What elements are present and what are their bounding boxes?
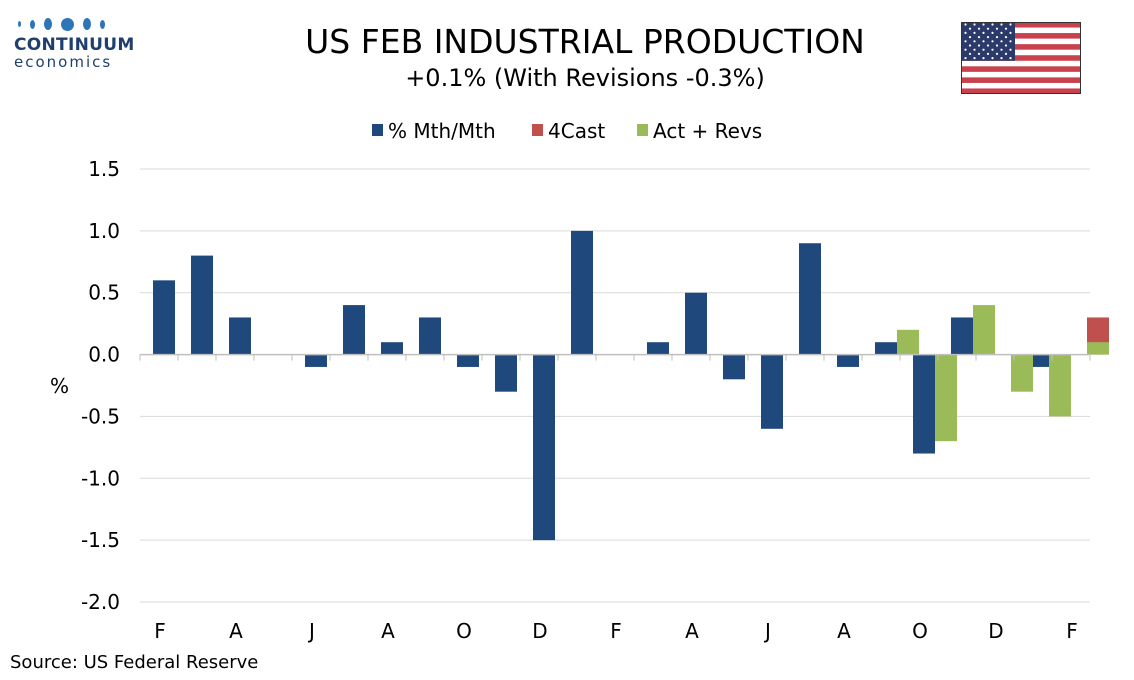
- bar-mth: [457, 354, 479, 367]
- chart-subtitle: +0.1% (With Revisions -0.3%): [405, 64, 765, 92]
- y-tick-label: -1.5: [81, 528, 120, 552]
- y-tick-label: 1.5: [88, 157, 120, 181]
- logo-dots-icon: [18, 14, 134, 34]
- x-tick-label: D: [988, 619, 1003, 643]
- x-tick-label: D: [532, 619, 547, 643]
- legend-swatch: [637, 124, 648, 136]
- bar-act-revs: [973, 305, 995, 355]
- bar-act-revs: [1087, 342, 1109, 355]
- x-tick-label: F: [1066, 619, 1078, 643]
- chart-title: US FEB INDUSTRIAL PRODUCTION: [305, 22, 865, 61]
- x-tick-label: A: [381, 619, 395, 643]
- continuum-logo: CONTINUUM economics: [14, 14, 134, 71]
- bar-mth: [685, 292, 707, 355]
- x-tick-label: F: [610, 619, 622, 643]
- x-tick-label: F: [154, 619, 166, 643]
- x-tick-label: J: [763, 619, 771, 643]
- bar-act-revs: [1011, 354, 1033, 392]
- x-tick-label: O: [456, 619, 472, 643]
- us-flag-icon: [961, 22, 1081, 94]
- bar-mth: [153, 280, 175, 355]
- bar-mth: [229, 317, 251, 355]
- bar-act-revs: [897, 329, 919, 355]
- bar-mth: [761, 354, 783, 429]
- bar-act-revs: [935, 354, 957, 442]
- bar-mth: [571, 230, 593, 355]
- y-tick-label: 1.0: [88, 219, 120, 243]
- y-axis-label: %: [50, 374, 69, 398]
- bar-mth: [799, 243, 821, 355]
- bar-mth: [381, 342, 403, 355]
- y-tick-label: 0.0: [88, 343, 120, 367]
- y-tick-label: -1.0: [81, 466, 120, 490]
- source-note: Source: US Federal Reserve: [10, 652, 259, 673]
- logo-wordmark: CONTINUUM: [14, 35, 135, 55]
- x-tick-label: J: [307, 619, 315, 643]
- logo-subtext: economics: [14, 53, 113, 71]
- bar-mth: [875, 342, 897, 355]
- bar-mth: [191, 255, 213, 355]
- bar-mth: [1027, 354, 1049, 367]
- x-tick-label: A: [837, 619, 851, 643]
- legend-label: Act + Revs: [653, 119, 762, 143]
- bar-4cast: [1087, 317, 1109, 355]
- x-tick-label: O: [912, 619, 928, 643]
- legend-swatch: [372, 124, 383, 136]
- legend-label: % Mth/Mth: [388, 119, 496, 143]
- bar-mth: [495, 354, 517, 392]
- bar-mth: [951, 317, 973, 355]
- y-tick-label: 0.5: [88, 281, 120, 305]
- bar-mth: [723, 354, 745, 380]
- bar-mth: [913, 354, 935, 454]
- bar-mth: [419, 317, 441, 355]
- x-tick-label: A: [685, 619, 699, 643]
- legend-swatch: [532, 124, 543, 136]
- bar-mth: [533, 354, 555, 541]
- bar-act-revs: [1049, 354, 1071, 417]
- legend-label: 4Cast: [548, 119, 605, 143]
- bar-mth: [343, 305, 365, 355]
- bar-mth: [647, 342, 669, 355]
- bar-mth: [305, 354, 327, 367]
- bar-mth: [837, 354, 859, 367]
- y-tick-label: -0.5: [81, 404, 120, 428]
- y-tick-label: -2.0: [81, 590, 120, 614]
- x-tick-label: A: [229, 619, 243, 643]
